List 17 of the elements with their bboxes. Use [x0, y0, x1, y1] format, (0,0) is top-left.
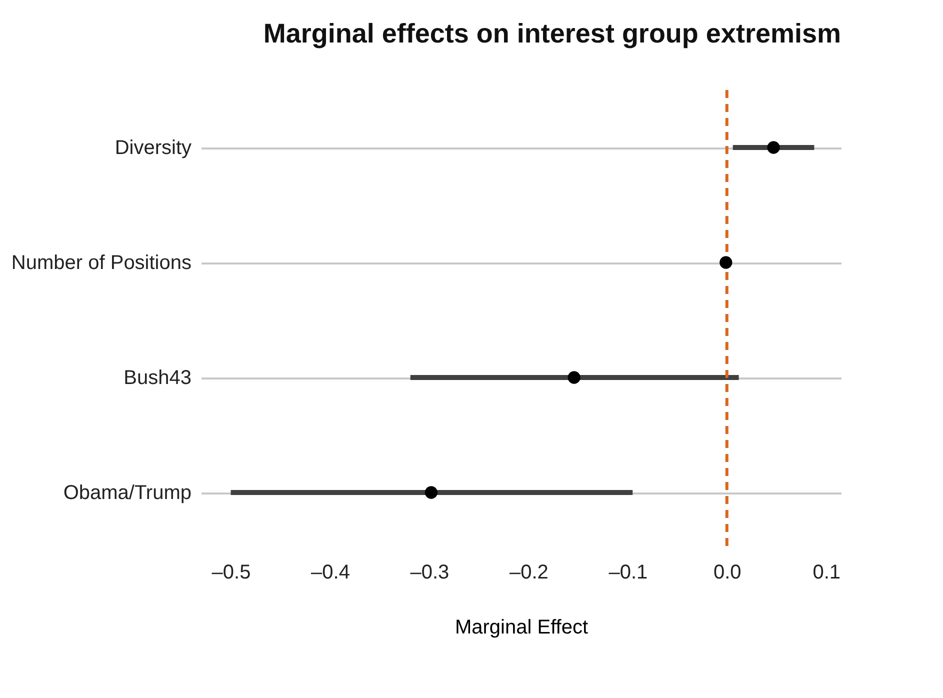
x-tick-label: 0.0 [713, 562, 742, 584]
x-tick-label: –0.1 [608, 562, 648, 584]
x-tick-label: –0.3 [410, 562, 450, 584]
y-tick-label: Diversity [114, 137, 192, 159]
point [424, 486, 438, 499]
y-tick-label: Obama/Trump [63, 482, 192, 504]
y-tick-label: Bush43 [124, 367, 192, 389]
point [767, 141, 780, 154]
y-tick-label: Number of Positions [11, 252, 192, 274]
chart-title: Marginal effects on interest group extremism [263, 18, 841, 48]
point [568, 371, 580, 384]
x-axis-title: Marginal Effect [454, 616, 588, 638]
x-tick-label: –0.5 [212, 562, 251, 584]
x-tick-label: –0.4 [311, 562, 350, 584]
point [720, 256, 732, 269]
x-tick-label: –0.2 [509, 562, 548, 584]
x-tick-label: 0.1 [812, 562, 841, 584]
